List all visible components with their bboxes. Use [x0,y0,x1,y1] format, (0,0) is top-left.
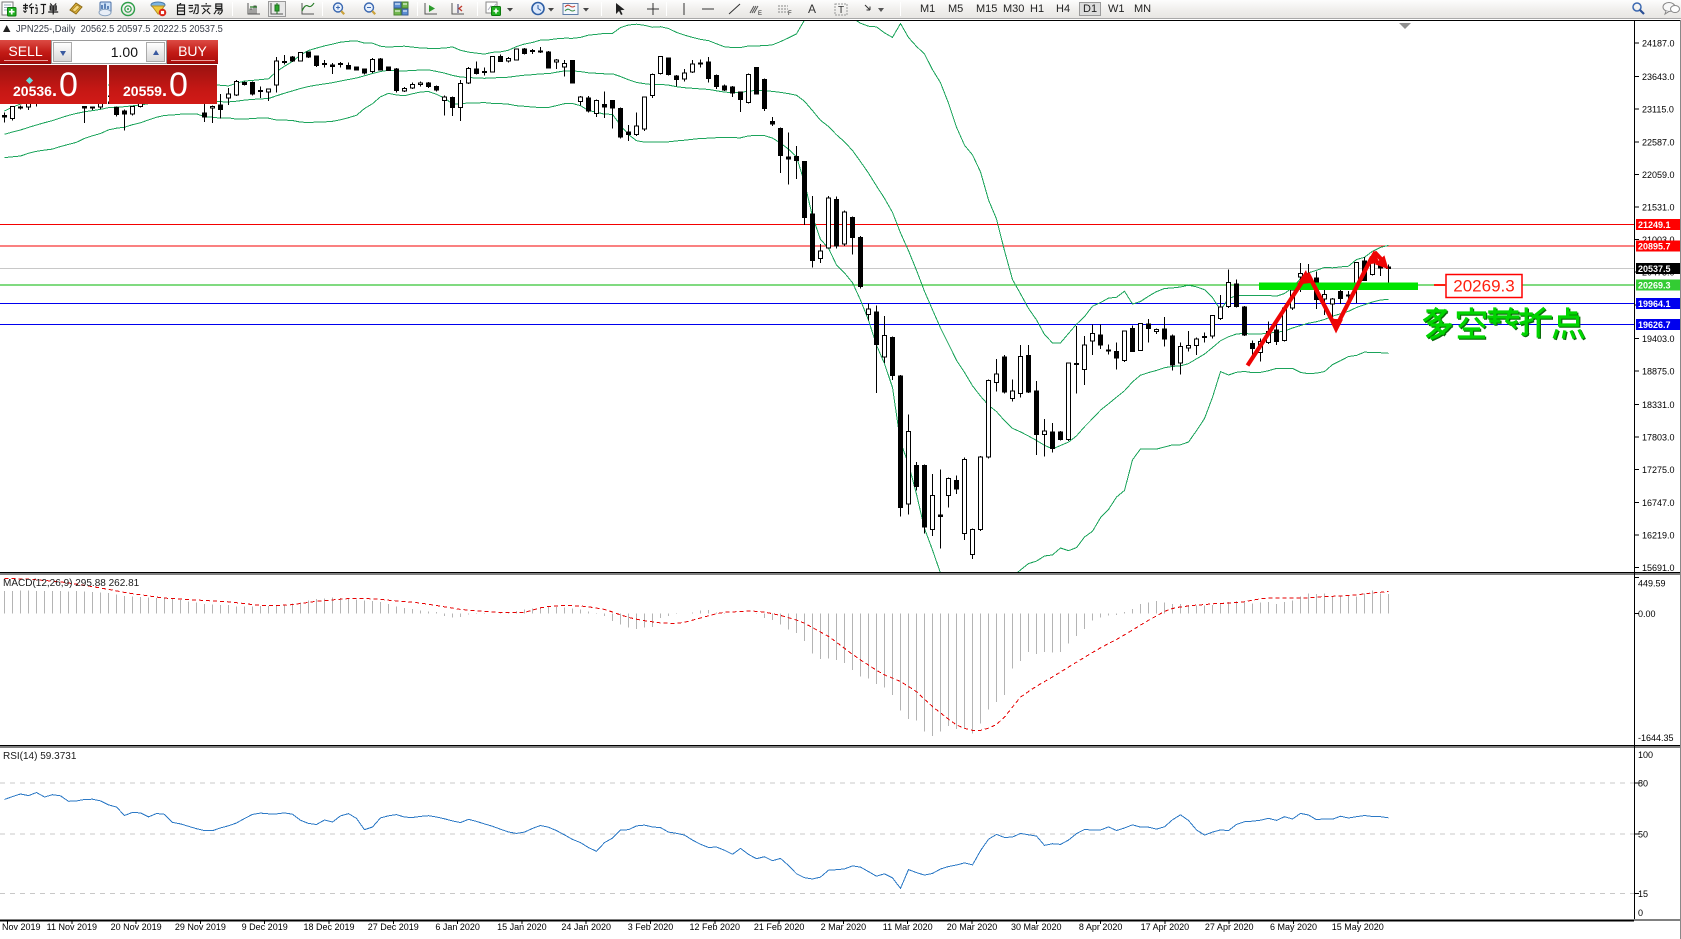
svg-text:12 Feb 2020: 12 Feb 2020 [690,922,741,932]
svg-text:19964.1: 19964.1 [1638,299,1671,309]
svg-text:20537.5: 20537.5 [1638,264,1671,274]
svg-text:24187.0: 24187.0 [1642,39,1675,49]
svg-text:21531.0: 21531.0 [1642,203,1675,213]
svg-text:20 Nov 2019: 20 Nov 2019 [111,922,162,932]
svg-text:20269.3: 20269.3 [1638,280,1671,290]
svg-text:15 Jan 2020: 15 Jan 2020 [497,922,547,932]
svg-text:21 Feb 2020: 21 Feb 2020 [754,922,805,932]
svg-text:-1644.35: -1644.35 [1638,733,1674,743]
svg-text:11 Nov 2019: 11 Nov 2019 [47,922,97,932]
svg-text:27 Apr 2020: 27 Apr 2020 [1205,922,1254,932]
svg-text:F: F [788,11,792,17]
svg-text:23643.0: 23643.0 [1642,72,1675,82]
svg-text:2 Mar 2020: 2 Mar 2020 [821,922,867,932]
svg-text:A: A [808,2,816,16]
svg-text:17275.0: 17275.0 [1642,465,1675,475]
svg-text:RSI(14) 59.3731: RSI(14) 59.3731 [3,751,77,762]
svg-text:18 Dec 2019: 18 Dec 2019 [303,922,354,932]
svg-text:15691.0: 15691.0 [1642,563,1675,573]
svg-text:18875.0: 18875.0 [1642,367,1675,377]
svg-text:50: 50 [1638,830,1648,840]
svg-text:6 May 2020: 6 May 2020 [1270,922,1317,932]
svg-text:6 Jan 2020: 6 Jan 2020 [435,922,480,932]
svg-text:15: 15 [1638,889,1648,899]
svg-text:Nov 2019: Nov 2019 [2,922,41,932]
svg-text:3 Feb 2020: 3 Feb 2020 [628,922,674,932]
svg-text:30 Mar 2020: 30 Mar 2020 [1011,922,1062,932]
svg-text:22059.0: 22059.0 [1642,170,1675,180]
svg-text:17803.0: 17803.0 [1642,433,1675,443]
svg-text:80: 80 [1638,779,1648,789]
svg-text:8 Apr 2020: 8 Apr 2020 [1079,922,1123,932]
svg-text:18331.0: 18331.0 [1642,400,1675,410]
svg-text:15 May 2020: 15 May 2020 [1332,922,1384,932]
svg-text:29 Nov 2019: 29 Nov 2019 [175,922,226,932]
svg-text:21003.0: 21003.0 [1642,235,1675,245]
svg-text:22587.0: 22587.0 [1642,137,1675,147]
svg-text:0: 0 [1638,908,1643,918]
svg-text:20269.3: 20269.3 [1453,277,1514,296]
svg-text:27 Dec 2019: 27 Dec 2019 [368,922,419,932]
svg-text:11 Mar 2020: 11 Mar 2020 [883,922,933,932]
svg-text:20 Mar 2020: 20 Mar 2020 [947,922,998,932]
svg-text:16747.0: 16747.0 [1642,498,1675,508]
svg-text:E: E [758,11,762,17]
svg-text:19403.0: 19403.0 [1642,334,1675,344]
svg-text:20895.7: 20895.7 [1638,242,1671,252]
svg-text:23115.0: 23115.0 [1642,105,1674,115]
svg-text:MACD(12,26,9) 295.88 262.81: MACD(12,26,9) 295.88 262.81 [3,578,140,589]
svg-text:19626.7: 19626.7 [1638,320,1671,330]
svg-text:0.00: 0.00 [1638,609,1656,619]
svg-text:9 Dec 2019: 9 Dec 2019 [242,922,288,932]
svg-text:16219.0: 16219.0 [1642,530,1675,540]
svg-text:24 Jan 2020: 24 Jan 2020 [561,922,611,932]
svg-text:449.59: 449.59 [1638,579,1666,589]
svg-text:17 Apr 2020: 17 Apr 2020 [1141,922,1190,932]
svg-text:T: T [838,5,844,16]
svg-text:21249.1: 21249.1 [1638,220,1671,230]
svg-text:100: 100 [1638,750,1653,760]
